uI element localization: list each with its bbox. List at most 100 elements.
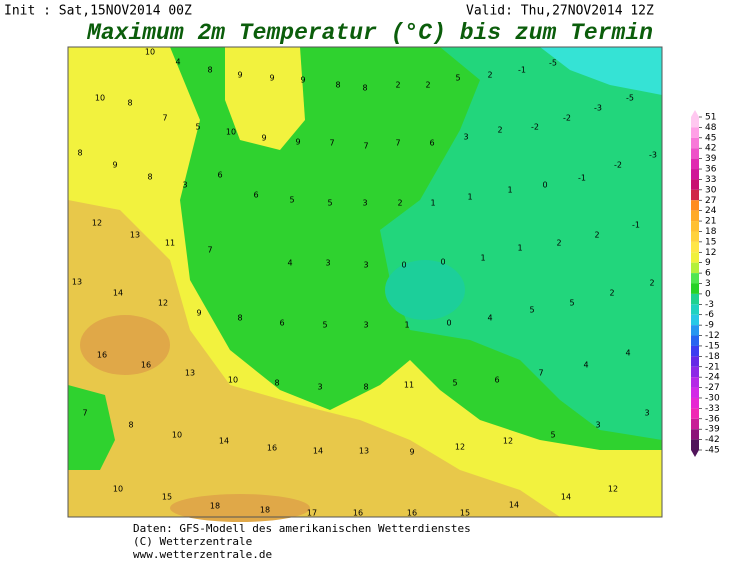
colorbar-band — [691, 418, 699, 430]
map-value: 16 — [407, 509, 417, 518]
map-value: 14 — [113, 289, 123, 298]
colorbar-band — [691, 293, 699, 305]
colorbar-band — [691, 231, 699, 242]
map-value: 10 — [228, 376, 238, 385]
map-value: 9 — [409, 448, 414, 457]
map-value: 2 — [425, 81, 430, 90]
field-orange-core — [80, 315, 170, 375]
map-value: 4 — [583, 361, 588, 370]
colorbar-band — [691, 283, 699, 294]
colorbar-label: -15 — [705, 341, 720, 351]
map-value: 8 — [335, 81, 340, 90]
colorbar-band — [691, 262, 699, 274]
map-value: 5 — [322, 321, 327, 330]
footer-line: (C) Wetterzentrale — [133, 535, 252, 548]
map-value: 2 — [649, 279, 654, 288]
map-value: 4 — [487, 314, 492, 323]
map-value: 0 — [401, 261, 406, 270]
map-value: 18 — [210, 502, 220, 511]
colorbar-label: 15 — [705, 237, 716, 247]
footer-line: www.wetterzentrale.de — [133, 548, 272, 561]
map-value: 1 — [404, 321, 409, 330]
map-value: 5 — [455, 74, 460, 83]
map-value: 2 — [497, 126, 502, 135]
map-value: 9 — [300, 76, 305, 85]
map-value: 0 — [440, 258, 445, 267]
colorbar-label: 9 — [705, 258, 711, 268]
map-value: 9 — [112, 161, 117, 170]
map-value: 6 — [253, 191, 258, 200]
colorbar-band — [691, 356, 699, 367]
colorbar-cap — [691, 450, 699, 457]
map-value: 12 — [608, 485, 618, 494]
map-value: 1 — [430, 199, 435, 208]
map-value: 15 — [162, 493, 172, 502]
colorbar-label: -42 — [705, 435, 720, 445]
map-value: 6 — [429, 139, 434, 148]
colorbar-band — [691, 169, 699, 180]
map-value: 6 — [494, 376, 499, 385]
field-orange-core — [170, 494, 310, 522]
map-value: 4 — [287, 259, 292, 268]
colorbar-label: 48 — [705, 123, 717, 133]
map-value: 14 — [561, 493, 571, 502]
colorbar-band — [691, 200, 699, 211]
colorbar-label: -39 — [705, 425, 720, 435]
map-value: 1 — [480, 254, 485, 263]
map-frame — [67, 46, 663, 518]
map-value: 10 — [172, 431, 182, 440]
colorbar-label: -9 — [705, 321, 714, 331]
map-value: 2 — [395, 81, 400, 90]
colorbar-label: 24 — [705, 206, 717, 216]
map-value: 8 — [362, 84, 367, 93]
colorbar-label: 39 — [705, 154, 717, 164]
colorbar-label: -24 — [705, 373, 720, 383]
map-value: 11 — [165, 239, 175, 248]
map-value: 8 — [363, 383, 368, 392]
map-value: 14 — [219, 437, 229, 446]
colorbar-label: 36 — [705, 165, 717, 175]
colorbar-label: -27 — [705, 383, 720, 393]
map-value: 12 — [158, 299, 168, 308]
map-value: 4 — [175, 58, 180, 67]
map-value: 3 — [325, 259, 330, 268]
map-value: 3 — [317, 383, 322, 392]
map-value: 12 — [92, 219, 102, 228]
map-value: 7 — [363, 142, 368, 151]
colorbar-label: -21 — [705, 362, 720, 372]
map-value: 3 — [644, 409, 649, 418]
map-value: 14 — [509, 501, 519, 510]
map-value: 16 — [141, 361, 151, 370]
map-value: 15 — [460, 509, 470, 518]
map-value: -1 — [518, 66, 526, 75]
field-yellow-north — [225, 47, 305, 150]
colorbar-label: 18 — [705, 227, 717, 237]
map-value: 3 — [463, 133, 468, 142]
colorbar-band — [691, 210, 699, 222]
map-value: 16 — [267, 444, 277, 453]
field-green-patch — [68, 385, 115, 470]
colorbar-label: -12 — [705, 331, 720, 341]
colorbar-label: 51 — [705, 113, 716, 123]
colorbar-band — [691, 345, 699, 357]
map-value: 8 — [147, 173, 152, 182]
map-value: -3 — [594, 104, 602, 113]
map-value: 6 — [217, 171, 222, 180]
valid-time: Valid: Thu,27NOV2014 12Z — [466, 4, 654, 19]
colorbar-label: 45 — [705, 133, 716, 143]
map-value: -2 — [563, 114, 571, 123]
colorbar-label: 27 — [705, 196, 716, 206]
colorbar-label: 3 — [705, 279, 711, 289]
map-value: 8 — [77, 149, 82, 158]
map-value: 16 — [97, 351, 107, 360]
map-value: 9 — [237, 71, 242, 80]
map-value: 5 — [289, 196, 294, 205]
map-value: 1 — [517, 244, 522, 253]
colorbar-band — [691, 335, 699, 346]
map-value: 7 — [329, 139, 334, 148]
map-value: 9 — [196, 309, 201, 318]
map-value: 10 — [145, 48, 155, 57]
map-value: 9 — [269, 74, 274, 83]
colorbar-label: 21 — [705, 217, 716, 227]
